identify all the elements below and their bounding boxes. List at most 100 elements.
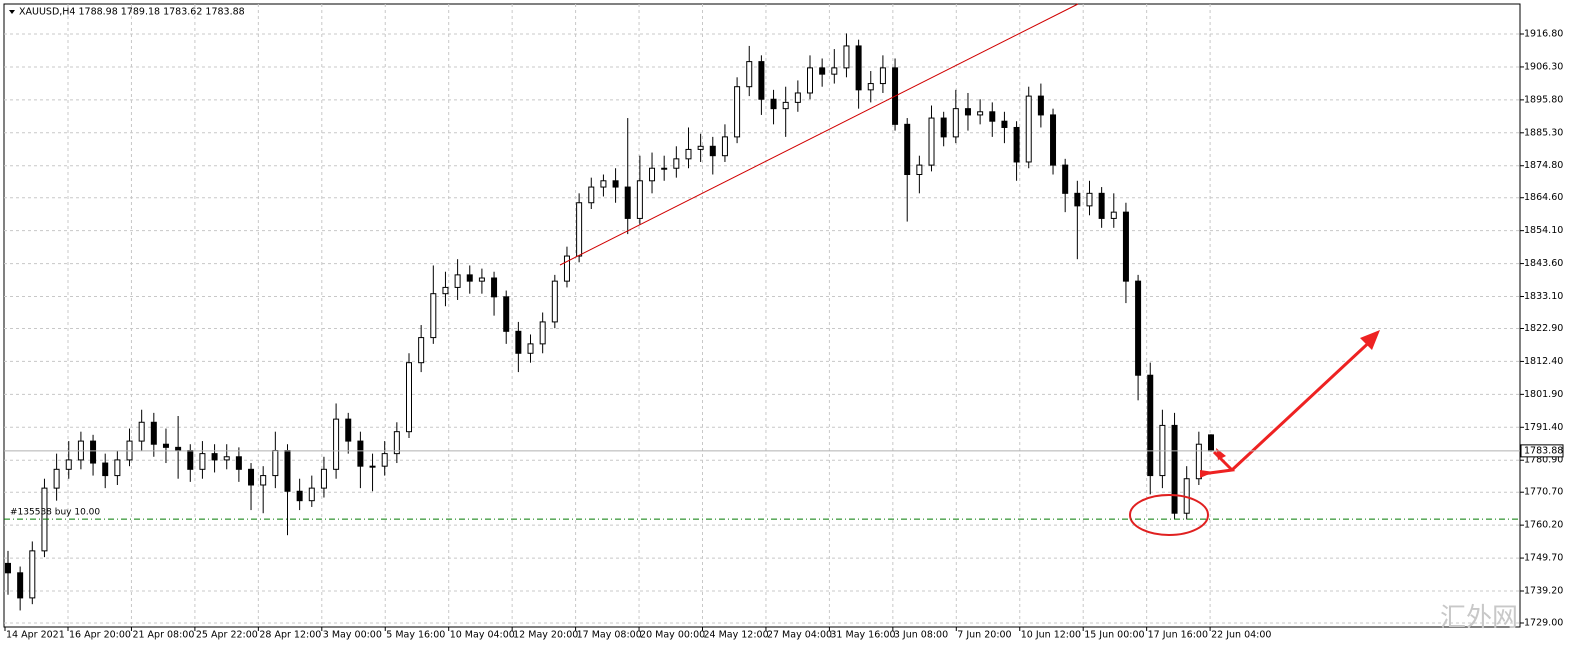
candle-body: [989, 111, 996, 122]
y-tick-label: 1729.00: [1524, 617, 1563, 628]
candle-body: [1171, 424, 1178, 514]
y-tick-label: 1916.80: [1524, 29, 1563, 40]
candle-body: [624, 186, 631, 219]
x-tick-label: 16 Apr 20:00: [69, 630, 131, 641]
price-label: 1783.88: [1524, 445, 1563, 456]
candle-body: [588, 186, 595, 204]
arrow-head: [1360, 330, 1380, 350]
y-tick-label: 1843.60: [1524, 258, 1563, 269]
candle-body: [807, 67, 813, 94]
y-tick-label: 1833.10: [1524, 291, 1563, 302]
candle-body: [1098, 192, 1105, 219]
x-tick-label: 24 May 12:00: [704, 630, 769, 641]
candle-body: [1086, 192, 1093, 207]
candle-body: [260, 475, 267, 486]
arrow-head: [1200, 470, 1214, 478]
candle-body: [551, 280, 558, 323]
candle-body: [296, 490, 303, 502]
candle-body: [454, 274, 461, 288]
candle-body: [1122, 211, 1129, 282]
x-tick-label: 17 May 08:00: [577, 630, 642, 641]
y-tick-label: 1791.40: [1524, 422, 1563, 433]
candle-body: [1013, 126, 1020, 163]
candle-body: [442, 286, 449, 295]
x-tick-label: 5 May 16:00: [386, 630, 445, 641]
candle-body: [1062, 164, 1069, 194]
candle-body: [661, 167, 668, 170]
chart-title: XAUUSD,H4 1788.98 1789.18 1783.62 1783.8…: [19, 7, 245, 18]
candle-body: [782, 101, 789, 110]
candle-body: [114, 459, 121, 477]
price-box: [1520, 444, 1564, 458]
candle-body: [940, 117, 947, 138]
y-tick-label: 1885.30: [1524, 127, 1563, 138]
candle-body: [308, 487, 315, 502]
candle-body: [5, 562, 11, 574]
candle-body: [904, 123, 911, 176]
candle-body: [1135, 280, 1142, 376]
candle-body: [430, 293, 437, 339]
candle-body: [600, 180, 607, 188]
x-tick-label: 28 Apr 12:00: [259, 630, 321, 641]
candle-body: [576, 202, 583, 257]
y-tick-label: 1822.90: [1524, 323, 1563, 334]
candle-body: [916, 164, 923, 176]
candle-body: [199, 453, 206, 470]
x-tick-label: 10 Jun 12:00: [1021, 630, 1081, 641]
candle-body: [952, 108, 959, 138]
candle-body: [794, 92, 801, 103]
x-tick-label: 25 Apr 22:00: [196, 630, 258, 641]
candle-body: [187, 449, 194, 470]
x-tick-label: 17 Jun 16:00: [1148, 630, 1208, 641]
candle-body: [867, 83, 874, 91]
candle-body: [843, 45, 850, 69]
candle-body: [175, 446, 182, 451]
candle-body: [1110, 211, 1117, 219]
candle-body: [17, 572, 24, 599]
circle-annotation: [1129, 494, 1209, 536]
watermark: 汇外网: [1440, 603, 1518, 633]
candle-body: [1050, 114, 1057, 166]
x-tick-label: 21 Apr 08:00: [132, 630, 194, 641]
menu-icon[interactable]: [9, 10, 15, 14]
x-tick-label: 3 May 00:00: [323, 630, 382, 641]
candle-body: [223, 456, 230, 461]
candle-body: [65, 459, 72, 470]
candle-body: [770, 98, 777, 110]
y-tick-label: 1770.70: [1524, 487, 1563, 498]
x-tick-label: 27 May 04:00: [767, 630, 832, 641]
candle-body: [1147, 374, 1154, 477]
y-tick-label: 1780.90: [1524, 455, 1563, 466]
plot-frame: [3, 3, 1521, 628]
candle-body: [539, 321, 546, 345]
candle-body: [928, 117, 935, 166]
candle-body: [150, 421, 157, 445]
candle-body: [649, 167, 656, 182]
candle-body: [1001, 120, 1008, 128]
candle-body: [563, 255, 570, 282]
candle-body: [345, 418, 352, 442]
candle-body: [964, 108, 971, 116]
x-tick-label: 12 May 20:00: [513, 630, 578, 641]
candles: [5, 33, 1214, 611]
candle-body: [819, 67, 826, 75]
candle-body: [235, 456, 242, 470]
y-tick-label: 1801.90: [1524, 389, 1563, 400]
candle-body: [503, 296, 510, 332]
candle-body: [491, 277, 498, 298]
x-tick-label: 10 May 04:00: [450, 630, 515, 641]
candle-body: [478, 277, 485, 282]
candle-body: [393, 431, 400, 455]
candle-body: [697, 145, 704, 150]
candle-body: [90, 440, 97, 464]
y-tick-label: 1874.80: [1524, 160, 1563, 171]
candle-body: [977, 111, 984, 116]
x-tick-label: 15 Jun 00:00: [1084, 630, 1144, 641]
candle-body: [1074, 192, 1081, 207]
candle-body: [831, 67, 838, 75]
x-tick-label: 14 Apr 2021: [6, 630, 65, 641]
x-tick-label: 3 Jun 08:00: [894, 630, 948, 641]
candle-body: [320, 468, 327, 489]
candle-body: [211, 453, 218, 461]
